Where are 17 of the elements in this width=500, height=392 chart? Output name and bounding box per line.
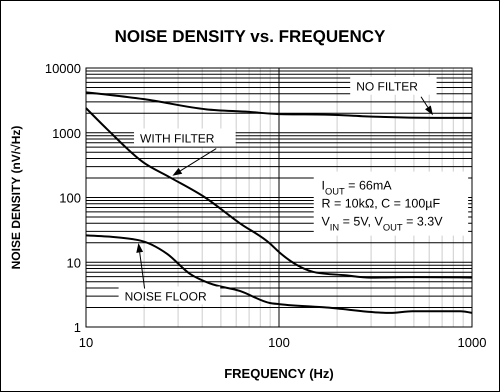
y-tick-label: 1000 <box>52 126 81 141</box>
y-tick-label: 100 <box>59 190 81 206</box>
y-tick-label: 10 <box>66 255 81 270</box>
chart-title: NOISE DENSITY vs. FREQUENCY <box>114 27 386 46</box>
x-axis-title: FREQUENCY (Hz) <box>224 366 334 381</box>
x-tick-label: 100 <box>268 335 290 350</box>
annotation: V$_{IN}$ = 5V, V$_{OUT}$ = 3.3V <box>321 214 444 233</box>
annotation: I$_{OUT}$ = 66mA <box>321 178 392 197</box>
x-tick-label: 10 <box>78 335 94 350</box>
series-label: WITH FILTER <box>140 132 215 146</box>
series-label: NOISE FLOOR <box>124 290 207 304</box>
y-axis-title: NOISE DENSITY (nV/√Hz) <box>9 126 23 270</box>
y-tick-label: 1 <box>74 320 81 335</box>
x-tick-label: 1000 <box>458 335 486 350</box>
annotation: R = 10kΩ, C = 100µF <box>321 196 441 211</box>
y-tick-label: 10000 <box>44 61 81 76</box>
series-label: NO FILTER <box>356 80 418 94</box>
